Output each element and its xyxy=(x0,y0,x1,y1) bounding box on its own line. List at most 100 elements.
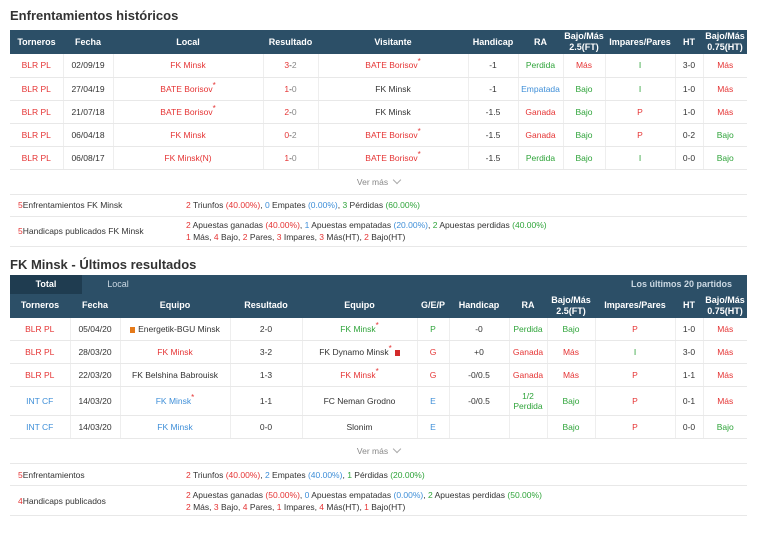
table-row[interactable]: BLR PL 22/03/20 FK Belshina Babrouisk 1-3 FK… xyxy=(10,363,747,387)
away-team-cell[interactable]: BATE Borisov* xyxy=(318,123,469,147)
team-name[interactable]: Slonim xyxy=(346,422,373,432)
away-score: 0 xyxy=(291,83,297,94)
team-name[interactable]: BATE Borisov xyxy=(365,129,418,140)
team-name[interactable]: FK Minsk xyxy=(170,60,206,71)
league-cell[interactable]: INT CF xyxy=(10,386,71,416)
table-row[interactable]: BLR PL 06/08/17 FK Minsk(N) 1-0 BATE Borisov… xyxy=(10,146,747,170)
table-row[interactable]: BLR PL 21/07/18 BATE Borisov* 2-0 FK Minsk -1… xyxy=(10,100,747,124)
team-name[interactable]: BATE Borisov xyxy=(160,83,213,94)
team-name[interactable]: FK Minsk xyxy=(340,370,376,380)
team-name[interactable]: FK Minsk xyxy=(170,129,206,140)
home-team-cell[interactable]: FK Minsk xyxy=(113,123,264,147)
score-cell[interactable]: 0-2 xyxy=(263,123,319,147)
table-row[interactable]: BLR PL 02/09/19 FK Minsk 3-2 BATE Borisov* -1… xyxy=(10,54,747,78)
league-cell[interactable]: BLR PL xyxy=(10,340,71,364)
wins-pct: (40.00%) xyxy=(225,200,261,210)
date-cell: 21/07/18 xyxy=(63,100,114,124)
ou-ht-cell: Más xyxy=(703,363,747,387)
league-cell[interactable]: BLR PL xyxy=(10,123,64,147)
tab-local[interactable]: Local xyxy=(107,278,129,289)
last-more-button[interactable]: Ver más xyxy=(10,439,747,464)
result-letter-cell: P xyxy=(417,317,450,341)
column-header: Bajo/Más 2.5(FT) xyxy=(563,30,605,54)
team-name[interactable]: FK Minsk xyxy=(375,106,411,117)
team-name[interactable]: FC Neman Grodno xyxy=(323,396,396,406)
team-name[interactable]: FK Dynamo Minsk xyxy=(319,347,389,357)
team-name[interactable]: FK Minsk xyxy=(155,396,192,406)
home-team-cell[interactable]: FK Belshina Babrouisk xyxy=(120,363,231,387)
pares-word: Pares, xyxy=(247,232,277,242)
away-team-cell[interactable]: BATE Borisov* xyxy=(318,146,469,170)
league-cell[interactable]: INT CF xyxy=(10,415,71,439)
team-name[interactable]: Energetik-BGU Minsk xyxy=(138,323,220,334)
mas-count: 2 xyxy=(186,501,191,512)
away-team-cell[interactable]: FK Minsk xyxy=(318,77,469,101)
away-team-cell[interactable]: BATE Borisov* xyxy=(318,54,469,78)
bajo-word: Bajo, xyxy=(218,232,243,242)
table-row[interactable]: BLR PL 27/04/19 BATE Borisov* 1-0 FK Minsk -1… xyxy=(10,77,747,101)
home-team-cell[interactable]: Energetik-BGU Minsk xyxy=(120,317,231,341)
score-cell[interactable]: 3-2 xyxy=(263,54,319,78)
team-name[interactable]: BATE Borisov xyxy=(365,60,418,71)
column-header: Impares/Pares xyxy=(595,293,675,318)
table-row[interactable]: INT CF 14/03/20 FK Minsk 0-0 Slonim E Bajo P 0-0… xyxy=(10,415,747,439)
home-team-cell[interactable]: BATE Borisov* xyxy=(113,77,264,101)
league-cell[interactable]: BLR PL xyxy=(10,100,64,124)
team-name[interactable]: FK Minsk xyxy=(375,83,411,94)
team-name[interactable]: FK Minsk xyxy=(157,347,193,357)
tab-total[interactable]: Total xyxy=(10,274,82,294)
odd-even-cell: I xyxy=(605,146,676,170)
team-name[interactable]: FK Minsk xyxy=(340,323,376,334)
draws-pct: (40.00%) xyxy=(307,469,343,480)
ht-cell: 0-1 xyxy=(675,386,704,416)
table-row[interactable]: BLR PL 06/04/18 FK Minsk 0-2 BATE Borisov* -1… xyxy=(10,123,747,147)
masht-count: 4 xyxy=(319,501,325,512)
home-team-cell[interactable]: FK Minsk(N) xyxy=(113,146,264,170)
score-cell[interactable]: 1-0 xyxy=(263,146,319,170)
score-cell[interactable]: 2-0 xyxy=(230,317,303,341)
home-team-cell[interactable]: FK Minsk xyxy=(113,54,264,78)
score-cell[interactable]: 1-3 xyxy=(230,363,303,387)
league-cell[interactable]: BLR PL xyxy=(10,54,64,78)
team-name[interactable]: FK Minsk(N) xyxy=(164,152,212,163)
column-header: Fecha xyxy=(63,30,113,54)
h2h-more-button[interactable]: Ver más xyxy=(10,170,747,195)
h2h-title: Enfrentamientos históricos xyxy=(10,8,179,23)
draw-count: 1 xyxy=(304,220,310,230)
last-summary-handicap: 4 Handicaps publicados 2 Apuestas ganada… xyxy=(10,486,747,516)
draw-pct: (0.00%) xyxy=(393,489,424,500)
team-name[interactable]: BATE Borisov xyxy=(365,152,418,163)
league-cell[interactable]: BLR PL xyxy=(10,363,71,387)
team-name[interactable]: FK Minsk xyxy=(157,422,193,432)
away-team-cell[interactable]: FK Minsk* xyxy=(302,363,418,387)
home-team-cell[interactable]: FK Minsk xyxy=(120,415,231,439)
away-team-cell[interactable]: FK Dynamo Minsk* xyxy=(302,340,418,364)
team-name[interactable]: BATE Borisov xyxy=(160,106,213,117)
home-team-cell[interactable]: BATE Borisov* xyxy=(113,100,264,124)
team-name[interactable]: FK Belshina Babrouisk xyxy=(132,370,218,380)
table-row[interactable]: BLR PL 28/03/20 FK Minsk 3-2 FK Dynamo Minsk… xyxy=(10,340,747,364)
last-results-title: FK Minsk - Últimos resultados xyxy=(10,256,197,272)
won-count: 2 xyxy=(186,220,191,230)
score-cell[interactable]: 1-1 xyxy=(230,386,303,416)
score-cell[interactable]: 0-0 xyxy=(230,415,303,439)
bajo-word: Bajo, xyxy=(218,501,243,512)
h2h-summary-record: 5 Enfrentamientos FK Minsk 2 Triunfos (4… xyxy=(10,195,747,217)
away-team-cell[interactable]: FC Neman Grodno xyxy=(302,386,418,416)
away-team-cell[interactable]: Slonim xyxy=(302,415,418,439)
table-row[interactable]: BLR PL 05/04/20 Energetik-BGU Minsk 2-0 FK M… xyxy=(10,317,747,341)
score-cell[interactable]: 2-0 xyxy=(263,100,319,124)
score-cell[interactable]: 1-0 xyxy=(263,77,319,101)
league-cell[interactable]: BLR PL xyxy=(10,146,64,170)
h2h-header-row: Torneros Fecha Local Resultado Visitante Hand… xyxy=(10,30,747,54)
ra-cell: 1/2 Perdida xyxy=(509,386,548,416)
home-team-cell[interactable]: FK Minsk* xyxy=(120,386,231,416)
handicap-cell: +0 xyxy=(449,340,510,364)
away-team-cell[interactable]: FK Minsk xyxy=(318,100,469,124)
league-cell[interactable]: BLR PL xyxy=(10,77,64,101)
table-row[interactable]: INT CF 14/03/20 FK Minsk* 1-1 FC Neman Grodn… xyxy=(10,386,747,416)
away-team-cell[interactable]: FK Minsk* xyxy=(302,317,418,341)
score-cell[interactable]: 3-2 xyxy=(230,340,303,364)
home-team-cell[interactable]: FK Minsk xyxy=(120,340,231,364)
league-cell[interactable]: BLR PL xyxy=(10,317,71,341)
